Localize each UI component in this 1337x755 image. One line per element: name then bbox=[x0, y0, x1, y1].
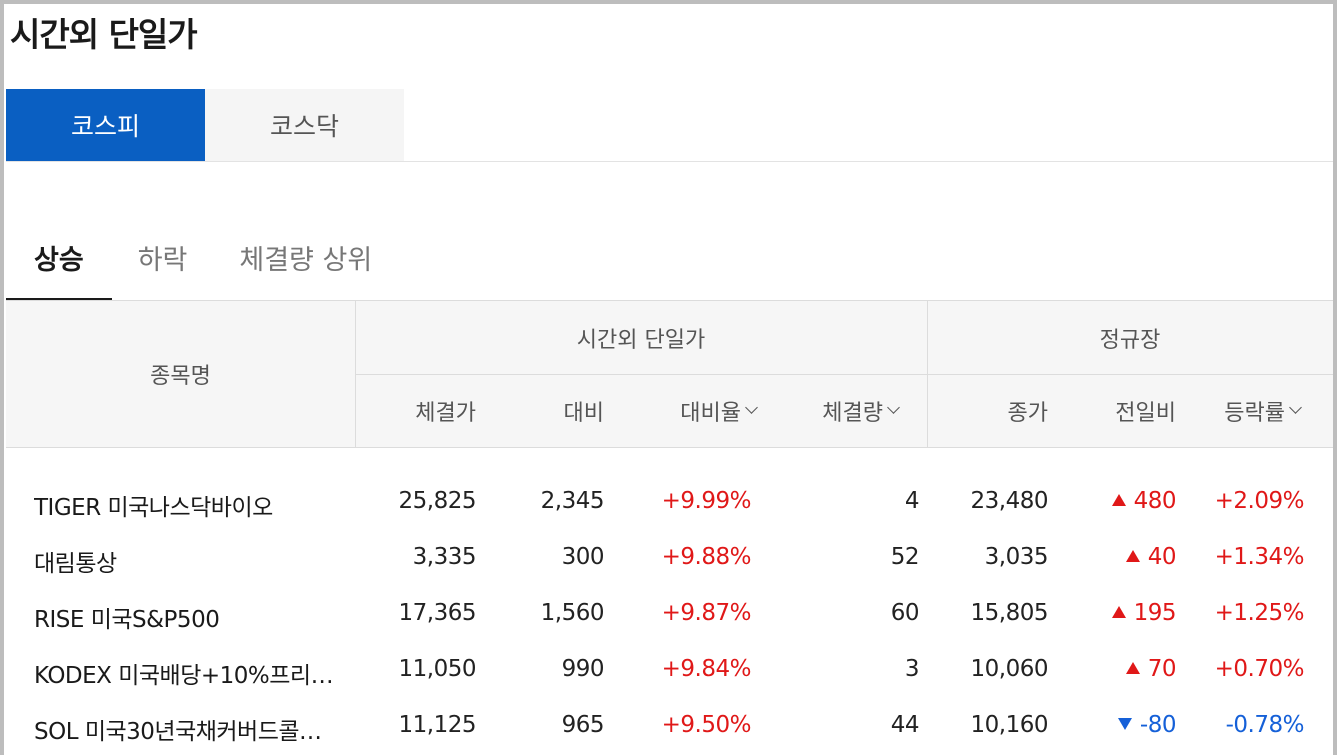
price-cell: 11,050 bbox=[398, 656, 477, 682]
table-row[interactable]: SOL 미국30년국채커버드콜… 11,125 965 +9.50% 44 10… bbox=[6, 700, 1333, 755]
change-rate-cell: +9.50% bbox=[661, 712, 752, 738]
change-cell: 990 bbox=[561, 656, 605, 682]
rate-cell: +2.09% bbox=[1214, 488, 1305, 514]
prev-change-cell: 70 bbox=[1147, 656, 1177, 682]
prev-change-cell: 195 bbox=[1133, 600, 1177, 626]
tab-divider bbox=[6, 161, 1333, 162]
close-cell: 10,160 bbox=[970, 712, 1049, 738]
close-cell: 15,805 bbox=[970, 600, 1049, 626]
header-close: 종가 bbox=[1007, 400, 1048, 426]
stock-name[interactable]: 대림통상 bbox=[34, 551, 117, 577]
rate-cell: -0.78% bbox=[1225, 712, 1305, 738]
rate-cell: +1.25% bbox=[1214, 600, 1305, 626]
tab-volume-top[interactable]: 체결량 상위 bbox=[239, 245, 373, 276]
header-group-regular: 정규장 bbox=[1099, 327, 1161, 353]
triangle-down-icon bbox=[1117, 718, 1132, 730]
rate-cell: +1.34% bbox=[1214, 544, 1305, 570]
stock-name[interactable]: TIGER 미국나스닥바이오 bbox=[34, 495, 273, 521]
stock-name[interactable]: RISE 미국S&P500 bbox=[34, 607, 220, 633]
volume-cell: 4 bbox=[904, 488, 920, 514]
triangle-up-icon bbox=[1111, 606, 1126, 618]
sort-rate[interactable]: 등락률 bbox=[1176, 374, 1302, 447]
tab-kospi[interactable]: 코스피 bbox=[6, 89, 205, 161]
page-title: 시간외 단일가 bbox=[10, 15, 198, 54]
header-group-after-hours: 시간외 단일가 bbox=[576, 327, 706, 353]
triangle-up-icon bbox=[1125, 550, 1140, 562]
table-row[interactable]: RISE 미국S&P500 17,365 1,560 +9.87% 60 15,… bbox=[6, 588, 1333, 644]
close-cell: 3,035 bbox=[984, 544, 1049, 570]
sort-volume[interactable]: 체결량 bbox=[756, 374, 900, 447]
header-price: 체결가 bbox=[415, 400, 476, 426]
chevron-down-icon bbox=[1289, 401, 1302, 414]
prev-change-cell: -80 bbox=[1139, 712, 1177, 738]
volume-cell: 44 bbox=[890, 712, 920, 738]
table-row[interactable]: KODEX 미국배당+10%프리… 11,050 990 +9.84% 3 10… bbox=[6, 644, 1333, 700]
volume-cell: 52 bbox=[890, 544, 920, 570]
close-cell: 23,480 bbox=[970, 488, 1049, 514]
header-divider bbox=[355, 374, 1333, 375]
sort-change-rate[interactable]: 대비율 bbox=[616, 374, 758, 447]
volume-cell: 3 bbox=[904, 656, 920, 682]
stock-name[interactable]: SOL 미국30년국채커버드콜… bbox=[34, 719, 322, 745]
volume-cell: 60 bbox=[890, 600, 920, 626]
prev-change-cell: 480 bbox=[1133, 488, 1177, 514]
price-cell: 11,125 bbox=[398, 712, 477, 738]
sub-tabs: 상승 하락 체결량 상위 bbox=[6, 220, 398, 300]
market-tabs: 코스피 코스닥 bbox=[6, 89, 404, 161]
tab-rise[interactable]: 상승 bbox=[6, 220, 112, 300]
header-volume: 체결량 bbox=[822, 400, 883, 426]
price-cell: 25,825 bbox=[398, 488, 477, 514]
close-cell: 10,060 bbox=[970, 656, 1049, 682]
change-rate-cell: +9.88% bbox=[661, 544, 752, 570]
rate-cell: +0.70% bbox=[1214, 656, 1305, 682]
triangle-up-icon bbox=[1111, 494, 1126, 506]
header-prev-change: 전일비 bbox=[1115, 400, 1176, 426]
price-cell: 17,365 bbox=[398, 600, 477, 626]
prev-change-cell: 40 bbox=[1147, 544, 1177, 570]
change-rate-cell: +9.99% bbox=[661, 488, 752, 514]
change-cell: 1,560 bbox=[540, 600, 605, 626]
tab-kosdaq[interactable]: 코스닥 bbox=[205, 89, 404, 161]
change-rate-cell: +9.84% bbox=[661, 656, 752, 682]
table-header: 종목명 시간외 단일가 정규장 체결가 대비 대비율 체결량 종가 전일비 등락… bbox=[6, 300, 1333, 448]
table-row[interactable]: TIGER 미국나스닥바이오 25,825 2,345 +9.99% 4 23,… bbox=[6, 476, 1333, 532]
price-cell: 3,335 bbox=[412, 544, 477, 570]
header-name: 종목명 bbox=[150, 364, 211, 389]
table-row[interactable]: 대림통상 3,335 300 +9.88% 52 3,035 40 +1.34% bbox=[6, 532, 1333, 588]
triangle-up-icon bbox=[1125, 662, 1140, 674]
change-rate-cell: +9.87% bbox=[661, 600, 752, 626]
change-cell: 300 bbox=[561, 544, 605, 570]
chevron-down-icon bbox=[887, 401, 900, 414]
table-body: TIGER 미국나스닥바이오 25,825 2,345 +9.99% 4 23,… bbox=[6, 476, 1333, 755]
change-cell: 965 bbox=[561, 712, 605, 738]
header-change-rate: 대비율 bbox=[680, 400, 741, 426]
change-cell: 2,345 bbox=[540, 488, 605, 514]
header-change: 대비 bbox=[563, 400, 604, 426]
stock-name[interactable]: KODEX 미국배당+10%프리… bbox=[34, 663, 334, 689]
tab-fall[interactable]: 하락 bbox=[137, 245, 188, 276]
header-rate: 등락률 bbox=[1224, 400, 1285, 426]
